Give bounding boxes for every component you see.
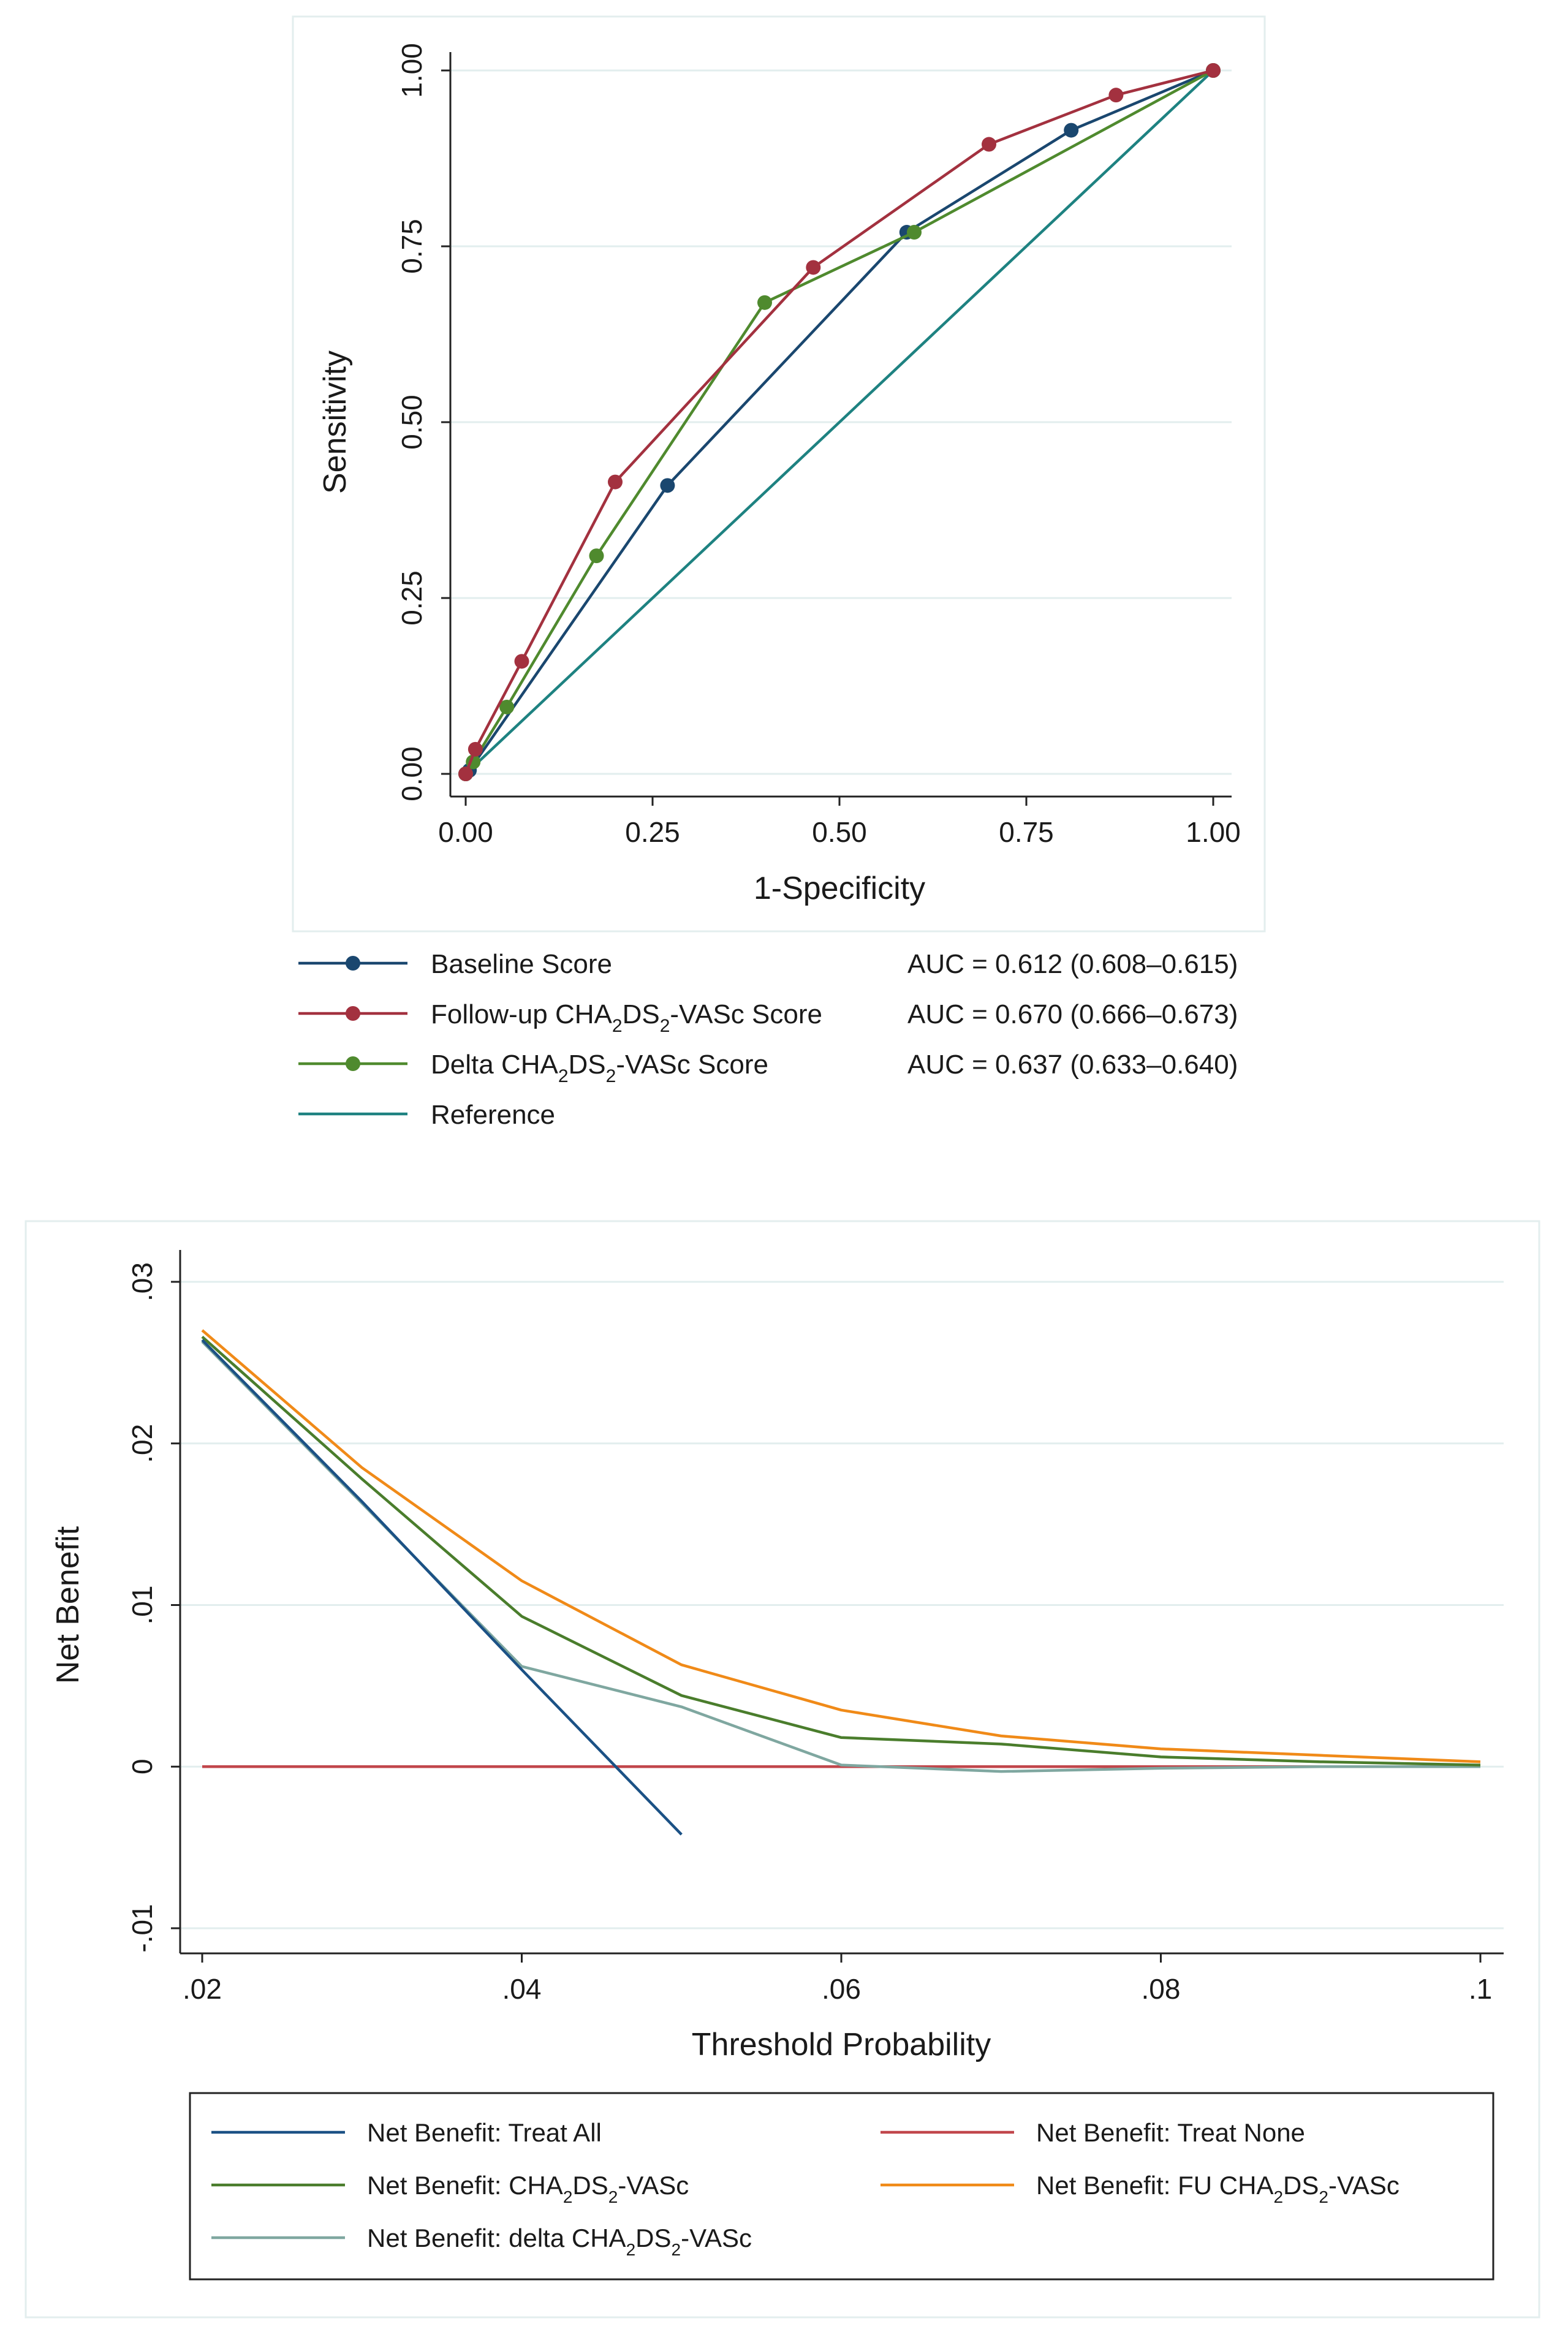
x-tick-label: 0.00	[438, 816, 493, 848]
series-line-net-benefit-treat-all	[201, 1339, 683, 1836]
x-tick-label: 0.50	[812, 816, 867, 848]
label-part: CHA	[572, 2224, 626, 2252]
subscript: 2	[660, 1016, 670, 1036]
legend-label: Net Benefit: Treat All	[367, 2118, 602, 2147]
data-point	[589, 548, 604, 564]
legend-label: Net Benefit: FU CHA2DS2-VASc	[1036, 2171, 1399, 2206]
data-point	[1206, 63, 1221, 78]
data-point	[1064, 123, 1079, 138]
x-tick-label: 1.00	[1186, 816, 1241, 848]
label-part: Net Benefit: delta	[367, 2224, 572, 2252]
data-point	[468, 741, 483, 757]
data-point	[1108, 88, 1124, 103]
data-point	[458, 767, 473, 781]
plot-frame	[25, 1220, 1540, 2319]
legend-label: Delta CHA2DS2-VASc Score	[431, 1050, 768, 1086]
label-part: -VASc	[1328, 2171, 1399, 2200]
label-part: Net Benefit: Treat None	[1036, 2118, 1305, 2147]
decision-curve-legend: Net Benefit: Treat All Net Benefit: Treat…	[189, 2092, 1494, 2281]
y-axis-title: Net Benefit	[50, 1526, 86, 1684]
data-point	[514, 654, 529, 669]
series-line-net-benefit-fu-cha2ds2-vasc	[201, 1329, 1481, 1763]
subscript: 2	[606, 1066, 616, 1086]
label-part: -VASc Score	[616, 1050, 768, 1080]
legend-auc: AUC = 0.612 (0.608–0.615)	[907, 949, 1238, 979]
legend-label: Follow-up CHA2DS2-VASc Score	[431, 999, 822, 1036]
legend-label: Reference	[431, 1100, 555, 1130]
roc-legend: Baseline Score AUC = 0.612 (0.608–0.615) F…	[298, 949, 1238, 1130]
x-axis-title: Threshold Probability	[692, 2027, 991, 2062]
series-line-follow-up-cha2ds2-vasc-score	[464, 69, 1214, 774]
legend-label: Net Benefit: delta CHA2DS2-VASc	[367, 2224, 752, 2259]
legend-label: Net Benefit: Treat None	[1036, 2118, 1305, 2147]
x-axis-title: 1-Specificity	[754, 871, 925, 906]
x-tick-label: .02	[183, 1973, 222, 2005]
label-part: -VASc	[618, 2171, 689, 2200]
subscript: 2	[558, 1066, 569, 1086]
x-tick-label: 0.25	[625, 816, 680, 848]
label-part: Net Benefit: FU	[1036, 2171, 1219, 2200]
plot-frame	[292, 15, 1266, 933]
decision-curve-chart: -.01 0 .01 .02 .03 .02 .04 .06 .08 .1 Threshold Pr…	[25, 1220, 1540, 2319]
y-tick-label: .01	[126, 1586, 158, 1625]
subscript: 2	[672, 2240, 681, 2259]
label-part: DS	[572, 2171, 608, 2200]
label-part: Net Benefit: Treat All	[367, 2118, 602, 2147]
y-tick-label: .02	[126, 1424, 158, 1463]
legend-label: Baseline Score	[431, 949, 612, 979]
y-tick-label: 0.25	[396, 570, 428, 626]
x-tick-label: .04	[502, 1973, 542, 2005]
subscript: 2	[608, 2187, 618, 2206]
subscript: 2	[612, 1016, 623, 1036]
y-tick-label: 1.00	[396, 43, 428, 98]
series-line-net-benefit-delta-cha2ds2-vasc	[201, 1341, 1480, 1773]
label-part: Delta CHA	[431, 1050, 558, 1080]
y-tick-label: 0.75	[396, 219, 428, 274]
legend-auc: AUC = 0.637 (0.633–0.640)	[907, 1050, 1238, 1080]
label-part: CHA	[1219, 2171, 1274, 2200]
data-point	[660, 478, 675, 493]
label-part: Net Benefit:	[367, 2171, 509, 2200]
legend-box	[189, 2092, 1494, 2281]
x-tick-label: 0.75	[999, 816, 1054, 848]
data-point	[907, 225, 922, 240]
y-tick-label: -.01	[126, 1904, 158, 1952]
data-point	[499, 699, 515, 714]
label-part: DS	[1283, 2171, 1319, 2200]
legend-marker	[346, 956, 360, 971]
legend-marker	[346, 1056, 360, 1071]
x-tick-label: .1	[1469, 1973, 1492, 2005]
y-tick-label: 0.00	[396, 746, 428, 801]
data-point	[608, 474, 623, 490]
x-tick-label: .06	[822, 1973, 861, 2005]
y-axis-title: Sensitivity	[317, 350, 353, 494]
label-part: Reference	[431, 1100, 555, 1130]
label-part: -VASc Score	[670, 999, 822, 1029]
label-part: CHA	[509, 2171, 563, 2200]
label-part: Follow-up CHA	[431, 999, 613, 1029]
label-part: DS	[569, 1050, 606, 1080]
legend-auc: AUC = 0.670 (0.666–0.673)	[907, 999, 1238, 1029]
y-tick-label: 0.50	[396, 395, 428, 450]
legend-marker	[346, 1006, 360, 1021]
data-point	[757, 295, 772, 310]
label-part: DS	[623, 999, 660, 1029]
subscript: 2	[563, 2187, 573, 2206]
subscript: 2	[626, 2240, 636, 2259]
roc-chart: 0.00 0.25 0.50 0.75 1.00 0.00 0.25 0.50 0.75 1.00…	[292, 15, 1266, 933]
series-line-reference	[464, 69, 1214, 775]
subscript: 2	[1273, 2187, 1283, 2206]
data-point	[982, 137, 996, 152]
label-part: Baseline Score	[431, 949, 612, 979]
y-tick-label: .03	[126, 1262, 158, 1301]
x-tick-label: .08	[1142, 1973, 1181, 2005]
label-part: DS	[635, 2224, 671, 2252]
label-part: -VASc	[681, 2224, 752, 2252]
y-tick-label: 0	[126, 1759, 158, 1774]
series-line-net-benefit-cha2ds2-vasc	[201, 1335, 1481, 1766]
subscript: 2	[1319, 2187, 1328, 2206]
legend-label: Net Benefit: CHA2DS2-VASc	[367, 2171, 689, 2206]
data-point	[806, 260, 821, 275]
